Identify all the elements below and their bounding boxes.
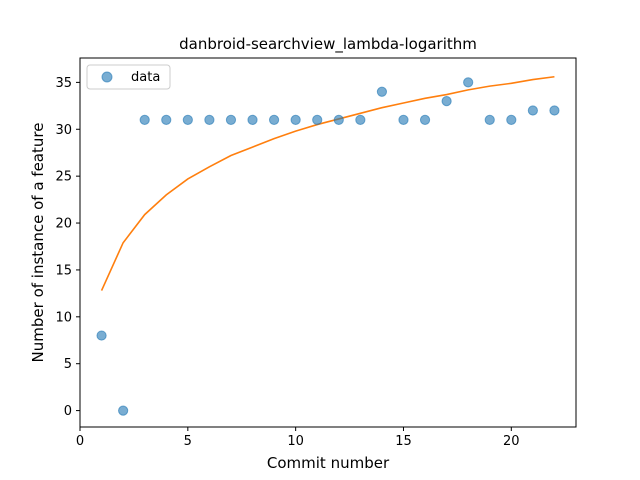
y-axis-title: Number of instance of a feature	[29, 123, 47, 363]
legend-label-data: data	[131, 70, 160, 85]
x-axis-title: Commit number	[267, 454, 390, 472]
y-tick-label: 25	[55, 170, 72, 185]
y-axis: 0 5 10 15 20 25 30 35	[55, 76, 80, 419]
data-point	[549, 105, 560, 116]
data-point	[139, 114, 150, 125]
data-point	[506, 114, 517, 125]
x-tick-label: 5	[184, 434, 192, 449]
plot-area	[79, 57, 577, 428]
data-point	[225, 114, 237, 125]
y-tick-label: 35	[55, 76, 72, 91]
data-point	[355, 114, 366, 125]
y-tick-label: 30	[55, 123, 72, 138]
data-point	[204, 114, 215, 125]
y-tick-label: 0	[64, 404, 72, 419]
data-point	[312, 114, 323, 125]
data-point	[96, 330, 107, 341]
data-points-layer	[96, 77, 560, 416]
y-tick-label: 20	[55, 217, 72, 232]
y-tick-label: 15	[55, 263, 72, 278]
data-point	[441, 96, 452, 107]
legend-box	[86, 64, 171, 90]
x-tick-label: 10	[287, 434, 304, 449]
data-point	[268, 114, 280, 125]
data-point	[419, 114, 431, 125]
chart-title: danbroid-searchview_lambda-logarithm	[179, 35, 477, 54]
data-point	[333, 114, 344, 125]
data-point	[463, 77, 474, 88]
data-point	[161, 114, 172, 125]
y-tick-label: 5	[64, 357, 72, 372]
data-point	[118, 405, 129, 416]
y-tick-label: 10	[55, 310, 72, 325]
x-tick-label: 0	[76, 434, 84, 449]
x-tick-label: 20	[503, 434, 520, 449]
data-point	[484, 114, 495, 125]
legend: data	[86, 64, 171, 90]
plot-frame	[79, 57, 577, 428]
data-point	[376, 86, 388, 97]
data-point	[182, 114, 193, 125]
data-point	[290, 114, 301, 125]
x-axis: 0 5 10 15 20	[76, 427, 520, 449]
fit-line	[100, 75, 555, 291]
x-tick-label: 15	[395, 434, 412, 449]
data-point	[527, 105, 538, 116]
fit-line-layer	[100, 75, 555, 291]
legend-marker-data	[101, 71, 113, 83]
data-point	[398, 114, 409, 125]
data-point	[247, 114, 258, 125]
